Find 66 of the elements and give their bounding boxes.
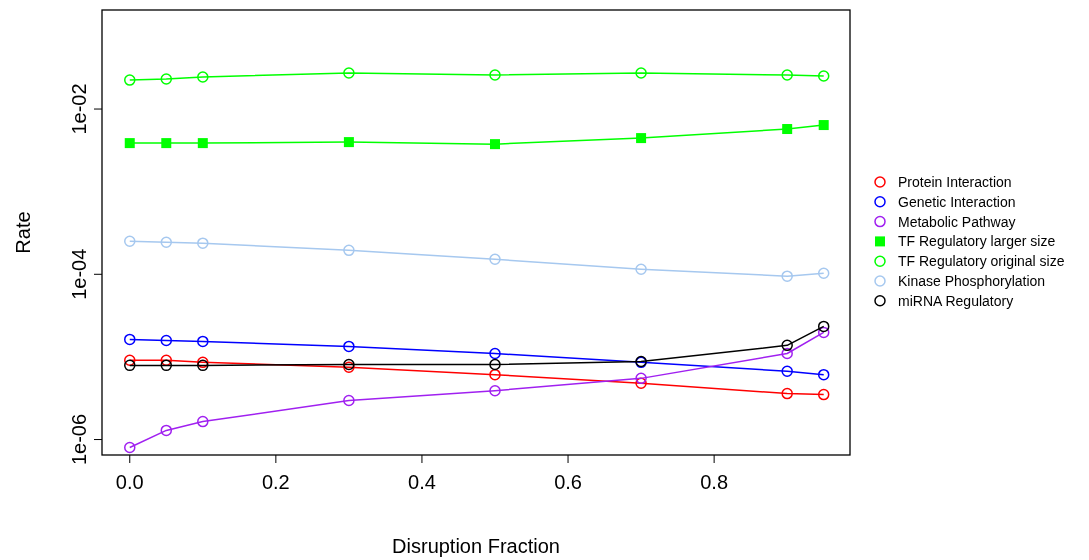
point — [782, 124, 793, 135]
legend-label: Metabolic Pathway — [898, 213, 1016, 230]
point — [489, 384, 501, 397]
point — [817, 388, 830, 401]
point — [161, 138, 172, 149]
x-tick-label: 0.6 — [554, 471, 582, 493]
legend-label: Kinase Phosphorylation — [898, 273, 1046, 289]
point — [343, 244, 355, 257]
point — [343, 394, 355, 407]
y-axis-title: Rate — [12, 211, 34, 254]
point — [489, 69, 501, 81]
point — [124, 441, 136, 454]
point — [489, 139, 500, 150]
point — [124, 333, 136, 346]
legend-label: Protein Interaction — [898, 174, 1012, 190]
point — [781, 69, 793, 81]
point — [197, 71, 209, 83]
x-tick-label: 0.8 — [700, 471, 729, 493]
point — [781, 365, 793, 378]
point — [817, 320, 830, 333]
y-tick-label: 1e-02 — [68, 83, 90, 135]
point — [781, 339, 793, 352]
point — [636, 133, 647, 144]
y-tick-label: 1e-04 — [68, 248, 90, 300]
point — [160, 334, 173, 347]
point — [343, 340, 355, 353]
point — [343, 67, 355, 79]
point — [197, 335, 209, 348]
point — [817, 326, 830, 339]
legend-label: TF Regulatory larger size — [898, 233, 1056, 250]
point — [635, 377, 647, 389]
point — [160, 236, 173, 249]
point — [635, 263, 647, 276]
legend-label: TF Regulatory original size — [898, 253, 1065, 270]
point — [781, 387, 793, 400]
point — [160, 424, 173, 437]
x-tick-label: 0.0 — [115, 471, 144, 493]
point — [635, 67, 647, 79]
point — [124, 74, 136, 86]
point — [489, 347, 501, 360]
point — [160, 73, 173, 85]
point — [343, 137, 354, 148]
point — [817, 267, 830, 279]
x-axis-title: Disruption Fraction — [392, 535, 560, 557]
point — [635, 372, 647, 385]
point — [197, 138, 208, 149]
point — [489, 358, 501, 371]
x-tick-label: 0.4 — [408, 471, 436, 493]
point — [160, 359, 173, 372]
point — [124, 354, 136, 367]
point — [124, 359, 136, 372]
y-tick-label: 1e-06 — [68, 413, 90, 466]
point — [489, 368, 501, 381]
point — [489, 253, 501, 266]
legend-label: miRNA Regulatory — [898, 292, 1014, 309]
point — [817, 70, 830, 82]
legend-label: Genetic Interaction — [898, 193, 1016, 210]
point — [781, 347, 793, 360]
point — [817, 368, 830, 381]
point — [124, 235, 136, 248]
point — [818, 120, 829, 131]
point — [197, 237, 209, 249]
point — [124, 138, 135, 149]
point — [781, 270, 793, 282]
x-tick-label: 0.2 — [261, 471, 290, 493]
point — [197, 415, 209, 428]
